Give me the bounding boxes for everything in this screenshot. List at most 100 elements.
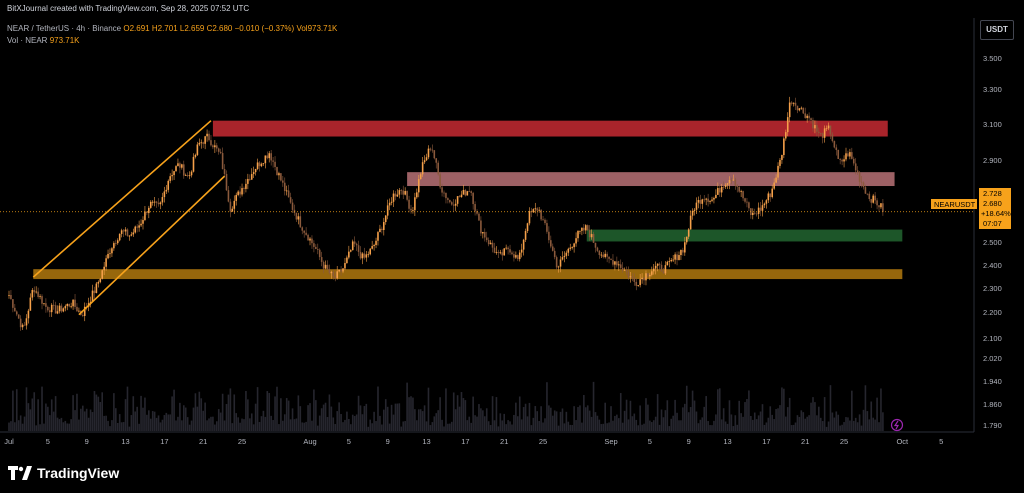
candle-body bbox=[97, 281, 100, 284]
volume-bar bbox=[318, 415, 321, 431]
candle-body bbox=[295, 213, 298, 220]
candle-body bbox=[394, 193, 397, 197]
volume-bar bbox=[80, 408, 82, 431]
volume-bar bbox=[179, 402, 181, 431]
candle-body bbox=[705, 198, 707, 200]
volume-bar bbox=[468, 416, 471, 431]
volume-bar bbox=[258, 422, 261, 431]
volume-bar bbox=[365, 403, 368, 431]
volume-bar bbox=[196, 406, 199, 431]
candle-body bbox=[804, 113, 807, 118]
volume-bar bbox=[812, 397, 814, 431]
candle-body bbox=[433, 150, 436, 159]
candle-body bbox=[837, 149, 840, 159]
volume-bar bbox=[680, 420, 682, 431]
volume-bar bbox=[573, 406, 575, 431]
volume-bar bbox=[864, 385, 867, 431]
candle-body bbox=[95, 283, 98, 294]
ohlc-open: O2.691 bbox=[123, 24, 150, 33]
candle-body bbox=[134, 226, 137, 233]
candle-body bbox=[93, 290, 96, 294]
volume-bar bbox=[381, 424, 383, 431]
volume-bar bbox=[241, 418, 243, 431]
candle-body bbox=[37, 291, 39, 297]
candle-body bbox=[651, 271, 653, 275]
candle-body bbox=[120, 230, 123, 234]
candle-body bbox=[311, 238, 313, 244]
candle-body bbox=[818, 131, 820, 133]
candle-body bbox=[353, 241, 356, 244]
volume-bar bbox=[320, 408, 323, 431]
volume-bar bbox=[785, 416, 787, 431]
volume-bar bbox=[272, 420, 274, 431]
volume-bar bbox=[635, 419, 638, 431]
candle-body bbox=[212, 145, 214, 148]
volume-bar bbox=[588, 410, 591, 431]
candle-body bbox=[196, 144, 199, 155]
volume-bar bbox=[641, 424, 643, 431]
volume-bar bbox=[684, 403, 686, 431]
candle-body bbox=[596, 247, 599, 251]
volume-bar bbox=[161, 419, 164, 431]
candle-body bbox=[210, 140, 212, 146]
volume-label[interactable]: Vol · NEAR bbox=[7, 36, 48, 45]
volume-bar bbox=[219, 412, 222, 431]
candle-body bbox=[483, 232, 486, 238]
volume-bar bbox=[569, 424, 572, 431]
candle-body bbox=[383, 222, 385, 231]
volume-bar bbox=[695, 411, 698, 431]
time-tick-label: 25 bbox=[539, 437, 547, 446]
candle-body bbox=[235, 194, 238, 201]
volume-bar bbox=[736, 424, 739, 431]
candle-body bbox=[285, 190, 288, 192]
candle-body bbox=[132, 232, 135, 235]
volume-bar bbox=[194, 393, 197, 431]
candle-body bbox=[124, 229, 127, 232]
candle-body bbox=[309, 238, 311, 241]
volume-bar bbox=[210, 416, 212, 431]
candle-body bbox=[278, 173, 280, 176]
candle-body bbox=[89, 301, 92, 304]
candle-body bbox=[280, 173, 282, 181]
candle-body bbox=[27, 310, 30, 319]
symbol-name[interactable]: NEAR / TetherUS · 4h · Binance bbox=[7, 24, 122, 33]
candle-body bbox=[328, 269, 331, 274]
volume-bar bbox=[280, 398, 282, 431]
candle-body bbox=[412, 210, 414, 212]
indicator-icon[interactable] bbox=[890, 418, 904, 432]
candle-body bbox=[334, 276, 337, 279]
candle-body bbox=[406, 191, 408, 200]
candle-body bbox=[142, 220, 144, 224]
volume-bar bbox=[177, 416, 179, 431]
candle-body bbox=[501, 252, 504, 256]
volume-bar bbox=[254, 403, 257, 431]
time-tick-label: 17 bbox=[461, 437, 469, 446]
candle-body bbox=[666, 261, 669, 266]
candle-body bbox=[177, 163, 179, 167]
volume-bar bbox=[45, 403, 47, 431]
volume-bar bbox=[175, 420, 177, 431]
candle-body bbox=[431, 149, 434, 151]
volume-bar bbox=[703, 406, 706, 431]
volume-bar bbox=[307, 405, 309, 431]
volume-bar bbox=[289, 419, 292, 431]
volume-bar bbox=[173, 389, 175, 431]
candle-body bbox=[557, 266, 560, 268]
volume-bar bbox=[565, 411, 568, 431]
volume-bar bbox=[594, 412, 597, 431]
currency-unit-button[interactable]: USDT bbox=[980, 20, 1014, 40]
volume-bar bbox=[612, 420, 614, 431]
candle-body bbox=[416, 192, 418, 198]
candle-body bbox=[223, 169, 226, 174]
volume-bar bbox=[433, 416, 436, 431]
volume-bar bbox=[311, 420, 313, 431]
volume-bar bbox=[616, 414, 618, 431]
candle-body bbox=[437, 162, 439, 175]
volume-bar bbox=[443, 426, 445, 431]
volume-bar bbox=[746, 399, 748, 431]
candle-body bbox=[408, 199, 410, 209]
candle-body bbox=[769, 193, 772, 198]
candle-body bbox=[462, 189, 465, 195]
candle-body bbox=[732, 179, 735, 181]
